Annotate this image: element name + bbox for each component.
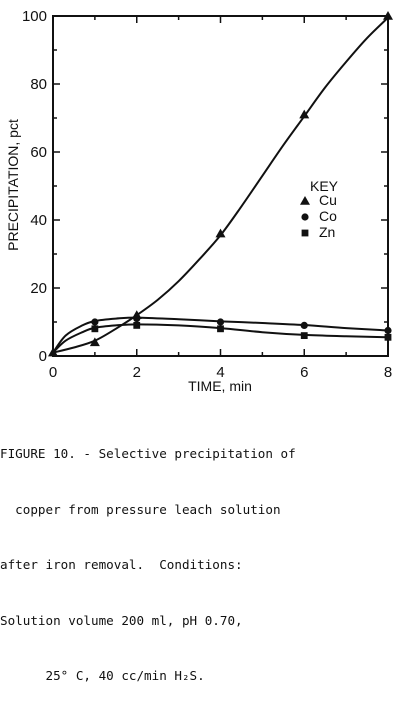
y-tick-label: 80	[30, 76, 47, 93]
point-cu	[215, 228, 226, 238]
legend-title: KEY	[310, 178, 339, 194]
y-axis-ticks: 0 20 40 60 80 100	[22, 8, 388, 365]
point-co	[384, 326, 392, 335]
series-markers	[48, 11, 393, 357]
y-tick-label: 40	[30, 212, 47, 229]
legend-marker-co	[301, 213, 309, 221]
x-axis-ticks: 0 2 4 6 8	[49, 16, 392, 381]
point-cu	[89, 337, 100, 347]
x-tick-label: 2	[133, 364, 141, 381]
point-zn	[91, 325, 99, 333]
point-cu	[299, 109, 310, 119]
x-tick-label: 4	[216, 364, 224, 381]
y-tick-label: 0	[39, 348, 47, 365]
x-axis-label: TIME, min	[188, 378, 252, 394]
legend-label-zn: Zn	[319, 224, 335, 240]
y-tick-label: 100	[22, 8, 47, 25]
caption-line: copper from pressure leach solution	[0, 501, 281, 517]
legend-label-co: Co	[319, 208, 337, 224]
legend-label-cu: Cu	[319, 192, 337, 208]
point-co	[300, 321, 308, 329]
point-cu	[48, 347, 58, 357]
figure-caption: FIGURE 10. - Selective precipitation of …	[0, 408, 407, 704]
x-tick-label: 8	[384, 364, 392, 381]
caption-line: after iron removal. Conditions:	[0, 557, 243, 572]
curve-zn	[52, 323, 389, 354]
point-zn	[133, 322, 141, 329]
point-co	[133, 315, 141, 323]
y-tick-label: 60	[30, 144, 47, 161]
precipitation-chart: 0 2 4 6 8 0 20 40 60 80 100 TIME, min PRECIPITATI…	[5, 8, 393, 394]
caption-line: 25° C, 40 cc/min H₂S.	[0, 668, 205, 683]
point-co	[216, 318, 225, 326]
y-axis-label: PRECIPITATION, pct	[5, 119, 21, 251]
point-cu	[383, 11, 393, 20]
point-zn	[217, 325, 224, 333]
legend-marker-cu	[300, 196, 310, 205]
legend-marker-zn	[301, 229, 309, 237]
caption-line: Solution volume 200 ml, pH 0.70,	[0, 612, 243, 628]
x-tick-label: 0	[49, 364, 57, 381]
point-co	[91, 318, 99, 326]
point-zn	[300, 332, 308, 339]
x-tick-label: 6	[300, 364, 308, 381]
y-tick-label: 20	[30, 280, 47, 297]
point-zn	[384, 333, 392, 341]
caption-line: FIGURE 10. - Selective precipitation of	[0, 446, 296, 461]
